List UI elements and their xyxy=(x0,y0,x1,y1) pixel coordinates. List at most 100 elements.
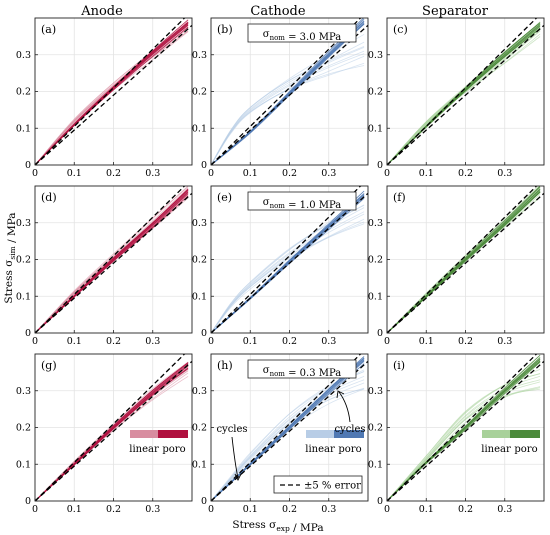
series-linear-curve xyxy=(35,197,189,333)
plot-area xyxy=(387,186,544,333)
error-line-lower xyxy=(211,24,368,165)
panel-label: (h) xyxy=(217,359,233,372)
y-tick-label: 0.2 xyxy=(16,255,31,266)
plot-area xyxy=(387,18,544,165)
panel-label: (d) xyxy=(41,191,57,204)
x-tick-label: 0 xyxy=(32,504,38,515)
y-tick-label: 0.3 xyxy=(368,386,383,397)
cycles-arrow-left xyxy=(231,436,239,479)
legend-poro-label: poro xyxy=(338,444,361,455)
error-line-upper xyxy=(211,18,362,165)
x-tick-label: 0.2 xyxy=(458,168,473,179)
y-tick-label: 0.2 xyxy=(192,255,207,266)
x-tick-label: 0.1 xyxy=(419,168,434,179)
annotation-box xyxy=(247,191,357,211)
series-linear-curve xyxy=(35,31,189,165)
x-tick-label: 0.3 xyxy=(145,504,160,515)
series-linear-curve xyxy=(387,379,541,501)
plot-area xyxy=(211,186,368,333)
nominal-stress-annotation: σnom = 0.3 MPa xyxy=(263,365,342,379)
x-tick-label: 0 xyxy=(384,504,390,515)
plot-area xyxy=(35,18,192,165)
panel-label: (b) xyxy=(217,23,233,36)
series-poro-curve xyxy=(387,354,541,501)
error-line-lower xyxy=(35,192,192,333)
column-title-cathode: Cathode xyxy=(250,4,305,19)
y-tick-label: 0 xyxy=(201,160,207,171)
y-tick-label: 0 xyxy=(377,328,383,339)
y-tick-label: 0.2 xyxy=(368,87,383,98)
x-axis-label: Stress σexp / MPa xyxy=(232,519,323,534)
x-tick-label: 0 xyxy=(208,336,214,347)
x-tick-label: 0.1 xyxy=(67,336,82,347)
x-tick-label: 0 xyxy=(32,168,38,179)
y-tick-label: 0.1 xyxy=(368,459,383,470)
legend-poro-swatch xyxy=(158,430,188,438)
x-tick-label: 0.3 xyxy=(145,336,160,347)
legend-poro-label: poro xyxy=(514,444,537,455)
panel-g: 00 0.1 0.1 0.2 0.2 0.3 0.3 (g) linear poro xyxy=(16,353,193,515)
x-tick-label: 0 xyxy=(384,336,390,347)
series-linear-curve xyxy=(211,65,365,165)
panel-b: 00 0.1 0.1 0.2 0.2 0.3 0.3 (b) σnom = 3.0 MPa xyxy=(192,17,369,179)
y-tick-label: 0.1 xyxy=(16,291,31,302)
x-tick-label: 0.1 xyxy=(419,336,434,347)
y-tick-label: 0.1 xyxy=(192,123,207,134)
cycles-label-right: cycles xyxy=(334,424,365,435)
cycles-arrowhead-right xyxy=(336,390,345,399)
error-line-lower xyxy=(387,360,544,501)
x-tick-label: 0.2 xyxy=(106,168,121,179)
x-tick-label: 0.3 xyxy=(321,168,336,179)
y-tick-label: 0 xyxy=(25,496,31,507)
series-linear-curve xyxy=(35,28,189,165)
x-tick-label: 0.2 xyxy=(282,168,297,179)
panel-label: (i) xyxy=(393,359,405,372)
error-line-lower xyxy=(387,24,544,165)
y-axis-label: Stress σsim / MPa xyxy=(3,212,18,303)
series-poro-curve xyxy=(35,19,189,165)
x-tick-label: 0.2 xyxy=(106,504,121,515)
y-tick-label: 0.1 xyxy=(16,123,31,134)
x-tick-label: 0.1 xyxy=(67,504,82,515)
series-linear-curve xyxy=(211,47,365,165)
series-linear-curve xyxy=(35,361,189,501)
y-tick-label: 0.1 xyxy=(368,291,383,302)
panel-label: (c) xyxy=(393,23,408,36)
y-tick-label: 0.2 xyxy=(368,255,383,266)
error-line-lower xyxy=(211,192,368,333)
y-tick-label: 0.3 xyxy=(16,386,31,397)
y-tick-label: 0.3 xyxy=(192,50,207,61)
panel-a: 00 0.1 0.1 0.2 0.2 0.3 0.3 (a) xyxy=(16,17,193,179)
x-tick-label: 0.2 xyxy=(106,336,121,347)
panel-label: (g) xyxy=(41,359,57,372)
plot-area xyxy=(211,18,368,165)
y-tick-label: 0.2 xyxy=(16,87,31,98)
y-tick-label: 0.1 xyxy=(192,459,207,470)
column-title-separator: Separator xyxy=(422,4,489,19)
series-linear-curve xyxy=(211,197,365,333)
series-linear-curve xyxy=(35,30,189,165)
panel-c: 00 0.1 0.1 0.2 0.2 0.3 0.3 (c) xyxy=(368,17,545,179)
series-linear-curve xyxy=(211,55,365,165)
legend-poro-swatch xyxy=(510,430,540,438)
legend-linear-swatch xyxy=(306,430,334,438)
panel-label: (e) xyxy=(217,191,232,204)
error-line-upper xyxy=(35,186,186,333)
x-tick-label: 0.1 xyxy=(243,168,258,179)
cycles-arrowhead-left xyxy=(234,473,242,482)
panel-h: 00 0.1 0.1 0.2 0.2 0.3 0.3 (h) σnom = 0.3 MPa lin… xyxy=(192,353,369,515)
y-tick-label: 0.3 xyxy=(368,218,383,229)
x-tick-label: 0 xyxy=(32,336,38,347)
error-line-upper xyxy=(211,186,362,333)
cycles-label-left: cycles xyxy=(216,424,247,435)
error-line-lower xyxy=(35,24,192,165)
legend-poro-label: poro xyxy=(162,444,185,455)
x-tick-label: 0.2 xyxy=(458,336,473,347)
panel-i: 00 0.1 0.1 0.2 0.2 0.3 0.3 (i) linear poro xyxy=(368,353,545,515)
x-tick-label: 0.3 xyxy=(321,336,336,347)
cycles-arrow-right xyxy=(338,391,351,423)
panel-e: 00 0.1 0.1 0.2 0.2 0.3 0.3 (e) σnom = 1.0 MPa xyxy=(192,185,369,347)
y-tick-label: 0.1 xyxy=(368,123,383,134)
error-line-upper xyxy=(35,18,186,165)
series-linear-curve xyxy=(35,375,189,501)
